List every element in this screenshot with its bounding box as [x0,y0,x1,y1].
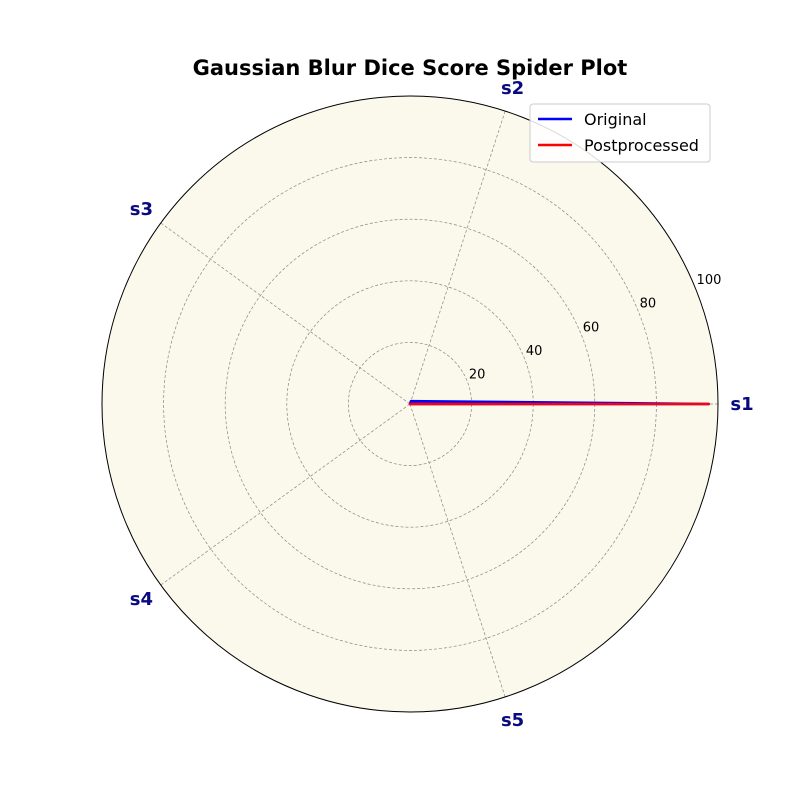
r-tick-label: 100 [697,273,722,288]
axis-label-s5: s5 [501,710,524,731]
r-tick-label: 20 [469,367,486,382]
series-layer [408,399,711,406]
legend-label: Postprocessed [584,136,699,155]
grid-spoke [409,403,506,698]
axis-label-s1: s1 [730,394,753,415]
grid-spoke [160,222,411,405]
r-tick-label: 60 [583,320,600,335]
axis-label-s2: s2 [501,78,524,99]
r-tick-label: 80 [640,297,657,312]
grid-spoke [160,403,411,586]
chart-title: Gaussian Blur Dice Score Spider Plot [193,56,628,80]
grid-spoke [409,110,506,405]
legend-label: Original [584,110,647,129]
legend[interactable]: Original Postprocessed [529,103,711,163]
r-tick-label: 40 [526,344,543,359]
radial-tick-labels: 20 40 60 80 100 [469,273,721,382]
axis-labels: s1 s2 s3 s4 s5 [130,78,754,731]
legend-box [529,103,711,163]
plot-frame [101,95,719,713]
axis-label-s4: s4 [130,589,153,610]
axis-label-s3: s3 [130,199,153,220]
